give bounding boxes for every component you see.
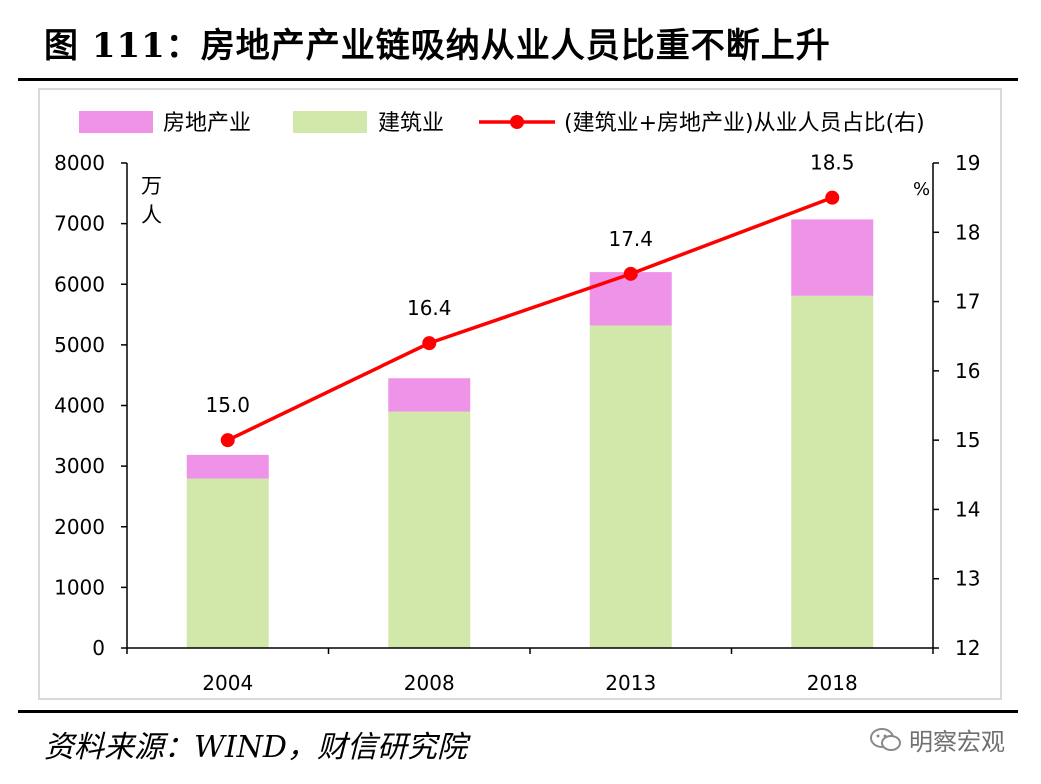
x-tick-2008: 2008 bbox=[404, 671, 455, 695]
y-right-tick-18: 18 bbox=[955, 220, 980, 244]
y-right-tick-19: 19 bbox=[955, 151, 980, 175]
y-right-tick-16: 16 bbox=[955, 359, 980, 383]
bar-2004-series-0 bbox=[186, 478, 269, 648]
legend-swatch-0 bbox=[79, 111, 153, 133]
y-left-tick-4000: 4000 bbox=[54, 394, 105, 418]
legend-label-2: (建筑业+房地产业)从业人员占比(右) bbox=[564, 111, 925, 136]
bar-2018-series-0 bbox=[791, 295, 874, 648]
wechat-icon bbox=[870, 727, 901, 751]
y-left-tick-5000: 5000 bbox=[54, 333, 105, 357]
y-left-tick-3000: 3000 bbox=[54, 454, 105, 478]
x-tick-2004: 2004 bbox=[202, 671, 253, 695]
data-label-2018: 18.5 bbox=[810, 151, 855, 175]
line-point-2013 bbox=[623, 266, 638, 281]
bar-2018-series-1 bbox=[791, 219, 874, 296]
y-left-tick-2000: 2000 bbox=[54, 515, 105, 539]
bar-2004-series-1 bbox=[186, 454, 269, 479]
chart-frame bbox=[38, 88, 1002, 700]
y-right-tick-15: 15 bbox=[955, 428, 980, 452]
legend-swatch-1 bbox=[293, 111, 367, 133]
watermark-text: 明察宏观 bbox=[909, 728, 1005, 756]
y-left-unit-line2: 人 bbox=[141, 203, 162, 227]
watermark: 明察宏观 bbox=[869, 722, 1005, 757]
legend-label-1: 建筑业 bbox=[378, 111, 444, 136]
data-label-2008: 16.4 bbox=[407, 296, 452, 320]
data-label-2004: 15.0 bbox=[205, 393, 250, 417]
legend-swatch-marker-2 bbox=[510, 115, 524, 129]
source-note: 资料来源：WIND，财信研究院 bbox=[44, 730, 467, 765]
top-rule bbox=[18, 78, 1018, 81]
y-right-tick-17: 17 bbox=[955, 290, 980, 314]
y-left-unit-line1: 万 bbox=[141, 174, 162, 198]
data-label-2013: 17.4 bbox=[608, 227, 653, 251]
legend-label-0: 房地产业 bbox=[163, 111, 251, 136]
bar-2013-series-0 bbox=[589, 325, 672, 648]
x-tick-2018: 2018 bbox=[807, 671, 858, 695]
figure-title: 图 111：房地产产业链吸纳从业人员比重不断上升 bbox=[44, 26, 831, 66]
bar-2008-series-1 bbox=[388, 378, 471, 412]
y-left-tick-1000: 1000 bbox=[54, 575, 105, 599]
y-right-tick-14: 14 bbox=[955, 497, 980, 521]
y-left-tick-8000: 8000 bbox=[54, 151, 105, 175]
line-point-2008 bbox=[422, 336, 437, 351]
y-left-tick-0: 0 bbox=[92, 636, 105, 660]
y-right-unit: % bbox=[913, 179, 930, 200]
line-point-2018 bbox=[825, 190, 840, 205]
bar-2008-series-0 bbox=[388, 411, 471, 648]
x-tick-2013: 2013 bbox=[605, 671, 656, 695]
line-series-0 bbox=[226, 196, 833, 442]
bottom-rule bbox=[18, 710, 1018, 713]
y-left-tick-6000: 6000 bbox=[54, 272, 105, 296]
bar-2013-series-1 bbox=[589, 272, 672, 326]
y-right-tick-13: 13 bbox=[955, 567, 980, 591]
y-left-tick-7000: 7000 bbox=[54, 212, 105, 236]
y-right-tick-12: 12 bbox=[955, 636, 980, 660]
line-point-2004 bbox=[220, 433, 235, 448]
